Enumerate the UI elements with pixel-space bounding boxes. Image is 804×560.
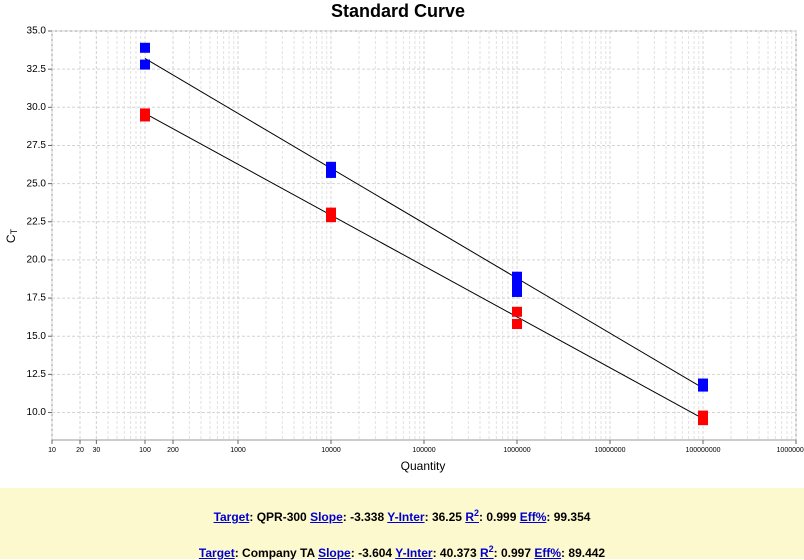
data-point [140, 42, 150, 53]
separator: : [249, 510, 254, 524]
y-tick-label: 10.0 [27, 407, 47, 418]
link-r[interactable]: R2 [465, 508, 479, 524]
x-tick-label: 10000 [321, 447, 341, 454]
link-slope[interactable]: Slope [318, 546, 351, 560]
link-target[interactable]: Target [198, 546, 235, 560]
y-tick-label: 35.0 [27, 26, 47, 37]
value-eff: 89.442 [568, 546, 606, 560]
x-tick-label: 10 [48, 447, 56, 454]
y-tick-label: 17.5 [27, 293, 47, 304]
data-point [326, 167, 336, 178]
y-tick-label: 22.5 [27, 216, 47, 227]
link-slope[interactable]: Slope [310, 510, 343, 524]
x-tick-label: 1000000 [503, 447, 530, 454]
value-eff: 99.354 [553, 510, 591, 524]
value-r2: 0.997 [501, 546, 532, 560]
value-target: Company TA [242, 546, 315, 560]
value-slope: -3.604 [358, 546, 393, 560]
data-point [326, 161, 336, 172]
y-tick-label: 25.0 [27, 178, 47, 189]
y-axis-label-main: C [4, 234, 18, 243]
fit-line [144, 112, 704, 420]
chart-title: Standard Curve [331, 1, 465, 21]
link-eff[interactable]: Eff% [534, 546, 562, 560]
data-point [512, 319, 522, 330]
x-tick-label: 200 [167, 447, 179, 454]
separator: : [350, 546, 355, 560]
value-target: QPR-300 [256, 510, 307, 524]
link-r[interactable]: R2 [479, 544, 494, 560]
value-slope: -3.338 [350, 510, 385, 524]
x-tick-label: 1000000000 [777, 447, 804, 454]
data-point [512, 279, 522, 290]
data-point [326, 212, 336, 223]
x-tick-label: 20 [76, 447, 84, 454]
data-point [512, 286, 522, 297]
data-point [512, 271, 522, 282]
data-point [140, 111, 150, 122]
value-yinter: 40.373 [439, 546, 477, 560]
separator: : [432, 546, 437, 560]
separator: : [424, 510, 429, 524]
x-tick-label: 100 [139, 447, 151, 454]
link-eff[interactable]: Eff% [519, 510, 547, 524]
separator: : [234, 546, 239, 560]
separator: : [342, 510, 347, 524]
fit-line [144, 58, 704, 389]
link-yinter[interactable]: Y-Inter [395, 546, 433, 560]
y-tick-label: 12.5 [27, 369, 47, 380]
y-tick-label: 32.5 [27, 64, 47, 75]
x-tick-label: 100000 [412, 447, 435, 454]
y-tick-label: 27.5 [27, 140, 47, 151]
data-point [512, 306, 522, 317]
x-tick-label: 10000000 [594, 447, 625, 454]
value-r2: 0.999 [486, 510, 517, 524]
result-row: Target: QPR-300 Slope: -3.338 Y-Inter: 3… [0, 508, 804, 524]
y-axis-label-sub: T [9, 228, 19, 234]
separator: : [561, 546, 566, 560]
value-yinter: 36.25 [431, 510, 462, 524]
separator: : [479, 510, 483, 524]
y-tick-label: 15.0 [27, 331, 47, 342]
data-point [698, 415, 708, 426]
y-axis-label: CT [4, 228, 19, 243]
y-tick-label: 30.0 [27, 102, 47, 113]
link-yinter[interactable]: Y-Inter [387, 510, 425, 524]
separator: : [493, 546, 498, 560]
chart: Standard Curve Quantity CT 10 20 30 100 200 1… [4, 1, 804, 473]
data-point [698, 381, 708, 392]
y-tick-label: 20.0 [27, 255, 47, 266]
x-tick-label: 100000000 [685, 447, 720, 454]
x-axis-label: Quantity [401, 459, 446, 473]
result-row: Target: Company TA Slope: -3.604 Y-Inter… [0, 544, 804, 560]
superscript[interactable]: 2 [488, 544, 494, 554]
superscript[interactable]: 2 [473, 508, 479, 518]
x-tick-label: 30 [92, 447, 100, 454]
data-point [140, 59, 150, 70]
results-panel: Target: QPR-300 Slope: -3.338 Y-Inter: 3… [0, 488, 804, 560]
x-tick-label: 1000 [230, 447, 246, 454]
link-target[interactable]: Target [213, 510, 250, 524]
separator: : [546, 510, 551, 524]
